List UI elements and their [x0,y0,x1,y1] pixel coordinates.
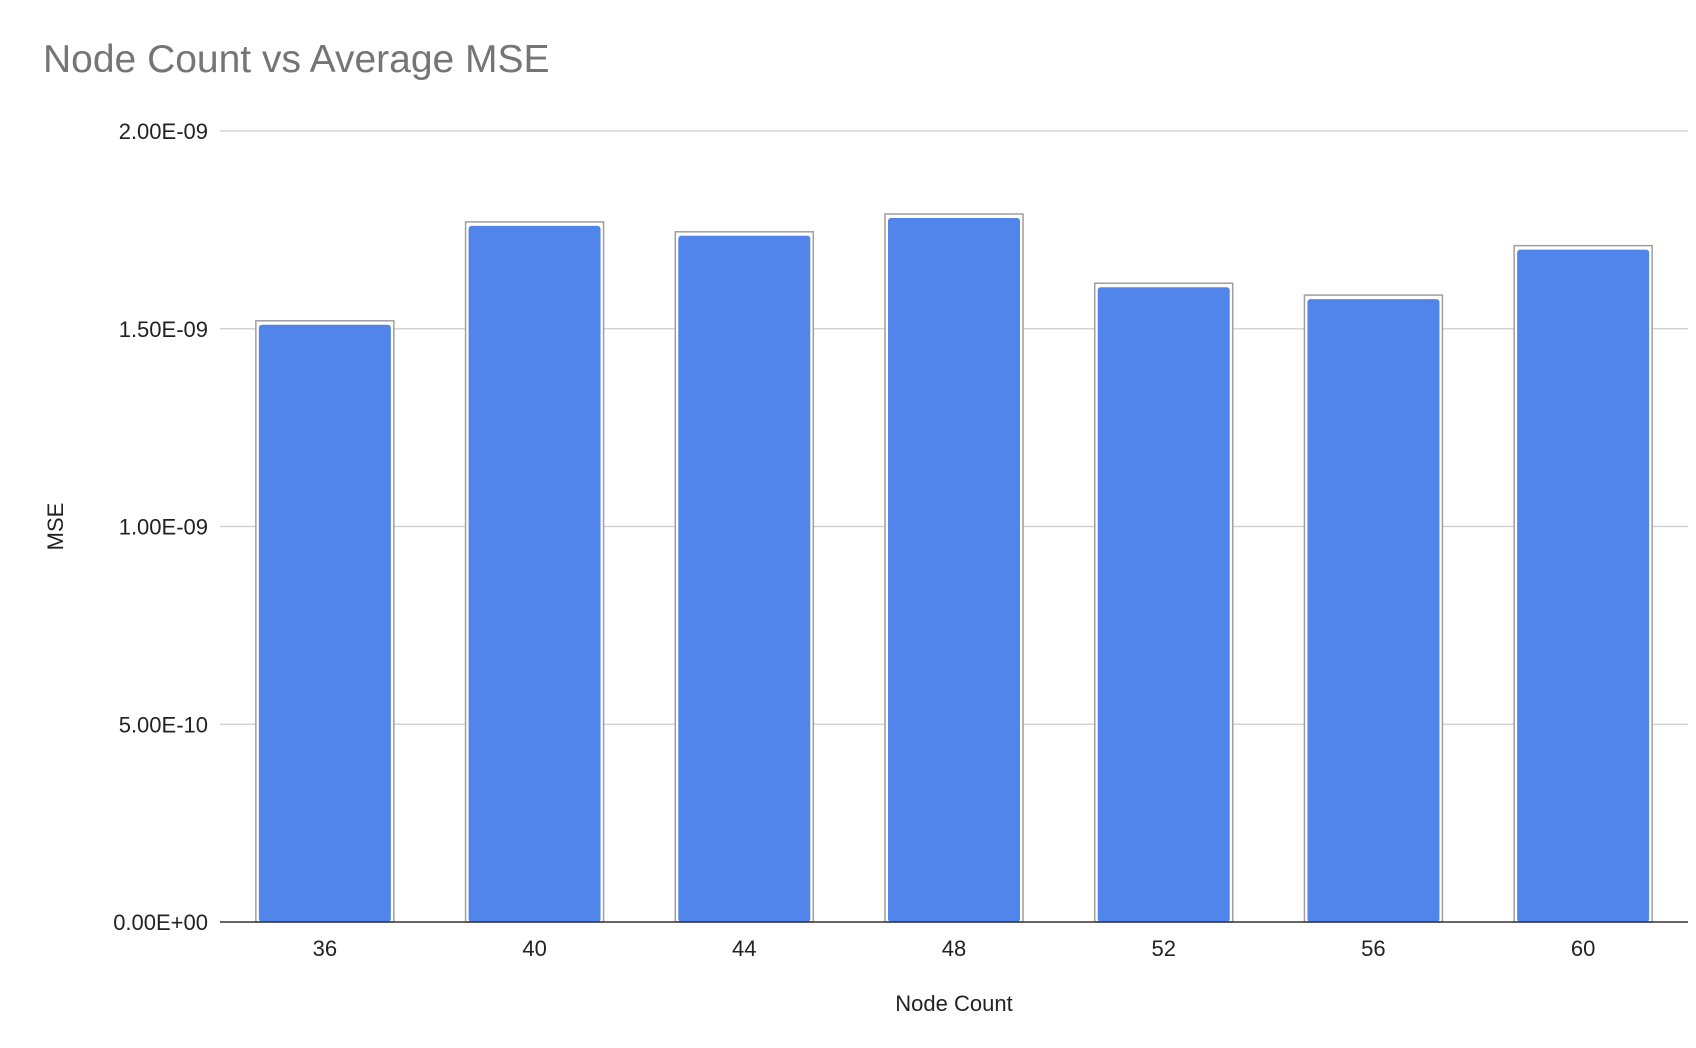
chart-title: Node Count vs Average MSE [43,38,550,81]
y-axis-tick-labels: 0.00E+00 5.00E-10 1.00E-09 1.50E-09 2.00E-09 [113,119,208,935]
y-tick-label: 2.00E-09 [119,119,208,144]
x-tick-label: 52 [1151,936,1175,961]
bar [258,324,391,922]
y-tick-label: 1.00E-09 [119,515,208,540]
x-tick-label: 44 [732,936,756,961]
bars [255,213,1653,923]
bar [1517,249,1650,922]
y-tick-label: 1.50E-09 [119,317,208,342]
x-tick-label: 56 [1361,936,1385,961]
x-tick-label: 60 [1571,936,1595,961]
y-tick-label: 0.00E+00 [113,910,208,935]
bar [1307,299,1440,922]
x-tick-label: 36 [313,936,337,961]
y-tick-label: 5.00E-10 [119,712,208,737]
bar [888,218,1020,922]
x-axis-title: Node Count [895,991,1012,1016]
y-axis-title: MSE [43,503,68,551]
bar [468,225,601,923]
x-axis-tick-labels: 36 40 44 48 52 56 60 [313,936,1596,961]
x-tick-label: 48 [942,936,966,961]
bar [678,235,811,922]
x-tick-label: 40 [522,936,546,961]
bar [1097,287,1230,922]
